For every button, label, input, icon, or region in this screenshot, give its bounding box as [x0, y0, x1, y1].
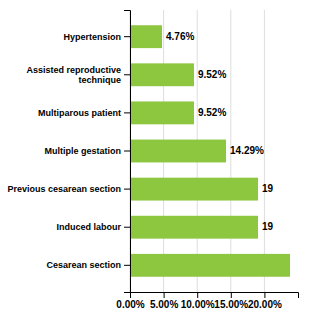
x-axis-line: [131, 293, 299, 299]
x-tick-mark: [264, 292, 265, 298]
y-tick-mark: [124, 265, 130, 266]
y-axis-line: [124, 11, 131, 293]
x-tick: 15.00%: [214, 292, 248, 310]
y-tick-mark: [124, 36, 130, 37]
data-label: 9.52%: [198, 107, 226, 118]
x-tick-mark: [164, 292, 165, 298]
y-tick-label-line: Assisted reproductive: [26, 65, 121, 75]
x-tick: 5.00%: [150, 292, 178, 310]
y-tick: Previous cesarean section: [7, 184, 130, 194]
bar: [130, 63, 194, 86]
y-tick-label: Multiparous patient: [38, 108, 121, 118]
bar: [130, 101, 194, 124]
y-tick-mark: [124, 227, 130, 228]
y-tick: Cesarean section: [46, 260, 130, 270]
x-tick: 10.00%: [181, 292, 215, 310]
grid-line: [264, 10, 265, 292]
bar: [130, 216, 258, 239]
bars: [130, 25, 290, 277]
data-label: 19: [262, 221, 274, 232]
y-tick: Multiple gestation: [45, 146, 131, 156]
bar: [130, 25, 162, 48]
x-tick-label: 0.00%: [116, 299, 144, 310]
y-tick-label: Previous cesarean section: [7, 184, 121, 194]
y-tick-mark: [124, 151, 130, 152]
x-tick-label: 15.00%: [214, 299, 248, 310]
x-tick-label: 5.00%: [150, 299, 178, 310]
plot: 0.00% 5.00%10.00%15.00%20.00% Hypertension…: [7, 10, 298, 310]
y-tick-label: Induced labour: [56, 222, 121, 232]
bar: [130, 178, 258, 201]
y-tick-label: Multiple gestation: [45, 146, 122, 156]
x-tick: 20.00%: [248, 292, 282, 310]
data-label: 19: [262, 183, 274, 194]
y-tick: Hypertension: [63, 32, 130, 42]
data-label: 4.76%: [166, 31, 194, 42]
data-labels: 4.76% 9.52% 9.52% 14.29% 19 19: [166, 31, 274, 233]
x-tick-label: 10.00%: [181, 299, 215, 310]
grid: [130, 10, 264, 292]
y-tick-label: Cesarean section: [46, 260, 121, 270]
data-label: 14.29%: [230, 145, 264, 156]
x-tick-mark: [197, 292, 198, 298]
y-axis: Hypertension Assisted reproductivetechniq…: [7, 11, 130, 293]
x-tick-label: 20.00%: [248, 299, 282, 310]
x-tick-mark: [231, 292, 232, 298]
y-tick-mark: [124, 112, 130, 113]
y-tick: Induced labour: [56, 222, 130, 232]
y-tick-label-line: technique: [78, 75, 121, 85]
bar: [130, 140, 226, 163]
data-label: 9.52%: [198, 69, 226, 80]
y-tick: Multiparous patient: [38, 108, 130, 118]
y-tick-mark: [124, 189, 130, 190]
bar: [130, 254, 290, 277]
x-axis: 0.00% 5.00%10.00%15.00%20.00%: [116, 292, 298, 310]
x-tick: 0.00%: [116, 292, 144, 310]
y-tick-label: Assisted reproductivetechnique: [26, 65, 121, 85]
y-tick-label: Hypertension: [63, 32, 121, 42]
y-tick-mark: [124, 74, 130, 75]
y-tick: Assisted reproductivetechnique: [26, 65, 130, 85]
chart: 0.00% 5.00%10.00%15.00%20.00% Hypertension…: [0, 0, 320, 320]
